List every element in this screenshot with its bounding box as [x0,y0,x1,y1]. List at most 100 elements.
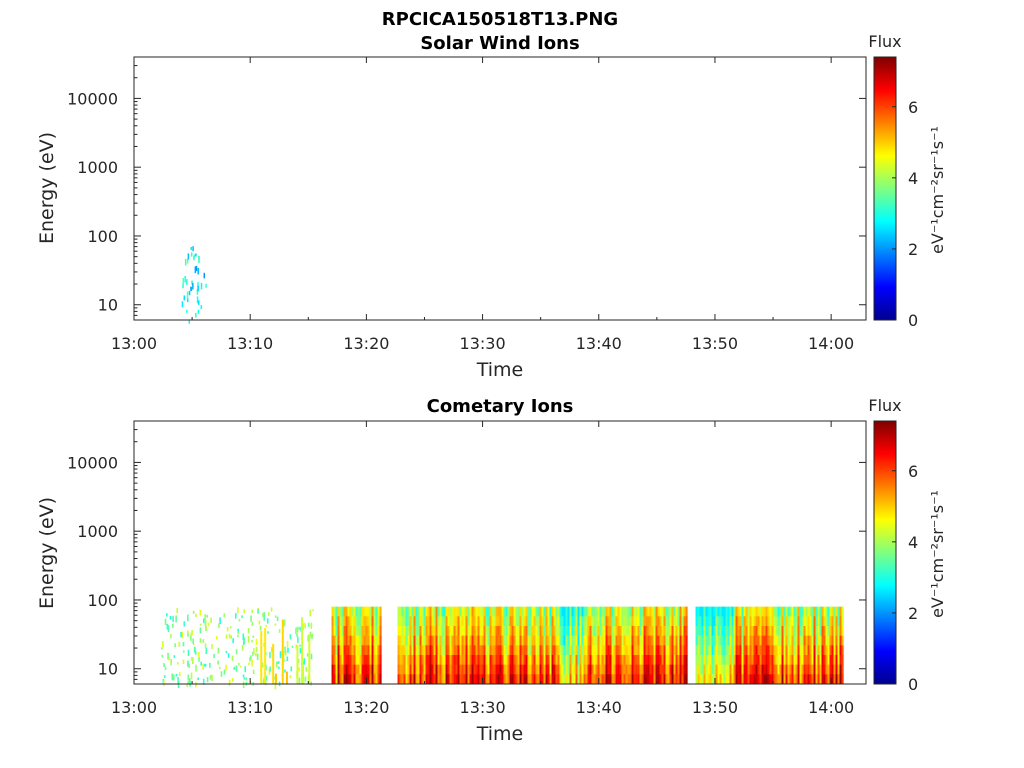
flux-cell [195,664,197,672]
flux-cell [487,625,490,637]
flux-cell [339,606,342,617]
flux-cell [235,665,238,672]
flux-cell [505,654,508,666]
flux-cell [793,606,796,617]
flux-cell [813,664,816,675]
flux-cell [355,606,358,617]
flux-cell [176,662,179,665]
flux-cell [681,625,684,637]
flux-cell [563,664,566,675]
flux-cell [367,635,370,646]
flux-cell [513,674,516,685]
flux-cell [545,625,548,637]
flux-cell [331,606,334,617]
flux-cell [657,664,660,675]
flux-cell [719,664,722,675]
flux-cell [195,253,197,257]
flux-cell [503,654,506,666]
flux-cell [269,651,271,659]
flux-cell [198,300,200,305]
flux-cell [791,664,794,675]
flux-cell [603,645,606,656]
flux-cell [365,635,368,646]
flux-cell [597,635,600,646]
flux-cell [463,645,466,656]
flux-cell [677,654,680,666]
flux-cell [589,654,592,666]
flux-cell [485,616,488,627]
flux-cell [707,674,710,685]
flux-cell [577,606,580,617]
flux-cell [773,654,776,666]
flux-cell [559,635,562,646]
flux-cell [443,616,446,627]
flux-cell [729,645,732,656]
flux-cell [793,616,796,627]
flux-cell [701,674,704,685]
flux-cell [463,606,466,617]
flux-cell [459,674,462,685]
flux-cell [575,664,578,675]
flux-cell [453,616,456,627]
flux-cell [673,625,676,637]
flux-cell [813,606,816,617]
flux-cell [551,625,554,637]
flux-cell [739,645,742,656]
flux-cell [591,654,594,666]
flux-cell [633,664,636,675]
flux-cell [331,616,334,627]
flux-cell [643,635,646,646]
flux-cell [529,674,532,685]
flux-cell [507,606,510,617]
flux-cell [535,674,538,685]
flux-cell [225,634,228,639]
flux-cell [707,654,710,666]
flux-cell [839,616,842,627]
flux-cell [429,674,432,685]
flux-cell [799,645,802,656]
flux-cell [659,616,662,627]
flux-cell [757,645,760,656]
flux-cell [839,606,842,617]
flux-cell [731,674,734,685]
flux-cell [204,663,207,667]
flux-cell [485,645,488,656]
flux-cell [237,607,239,614]
flux-cell [655,616,658,627]
flux-cell [711,664,714,675]
flux-cell [411,606,414,617]
flux-cell [479,645,482,656]
flux-cell [397,606,400,617]
flux-cell [483,606,486,617]
flux-cell [717,625,720,637]
flux-cell [487,606,490,617]
flux-cell [669,674,672,685]
flux-cell [587,616,590,627]
flux-cell [727,616,730,627]
flux-cell [771,674,774,685]
flux-cell [765,625,768,637]
flux-cell [789,664,792,675]
flux-cell [555,606,558,617]
flux-cell [519,674,522,685]
flux-cell [519,645,522,656]
flux-cell [765,616,768,627]
flux-cell [405,645,408,656]
flux-cell [525,674,528,685]
flux-cell [543,606,546,617]
flux-cell [653,645,656,656]
flux-cell [577,625,580,637]
flux-cell [807,654,810,666]
flux-cell [699,635,702,646]
flux-cell [523,635,526,646]
flux-cell [817,664,820,675]
flux-cell [539,674,542,685]
flux-cell [573,645,576,656]
flux-cell [805,674,808,685]
flux-cell [783,654,786,666]
flux-cell [439,606,442,617]
flux-cell [355,654,358,666]
flux-cell [547,674,550,685]
flux-cell [405,606,408,617]
